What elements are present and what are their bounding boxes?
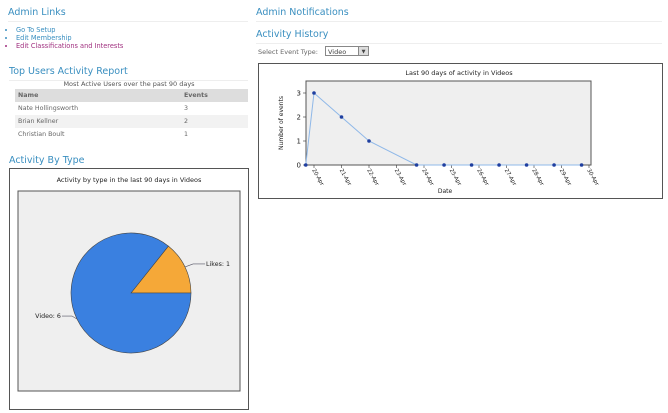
link-go-to-setup[interactable]: Go To Setup [16,26,123,34]
line-chart-title: Last 90 days of activity in Videos [405,69,513,77]
cell-name: Christian Boult [18,131,65,138]
x-tick-label: 22-Apr [365,168,380,188]
top-users-subtitle: Most Active Users over the past 90 days [63,80,195,88]
admin-notifications-heading: Admin Notifications [256,7,662,22]
pie-slice-likes [130,245,192,294]
data-point [524,163,529,167]
y-tick-label: 2 [297,114,301,122]
y-tick-label: 1 [297,138,301,146]
data-point [414,163,419,167]
select-event-type-label: Select Event Type: [258,48,318,56]
activity-history-heading: Activity History [256,29,662,44]
event-type-value: Video [328,48,347,56]
pie-chart: Activity by type in the last 90 days in … [17,176,241,392]
chevron-down-icon: ▼ [358,47,368,55]
x-tick-label: 28-Apr [530,168,545,188]
cell-events: 3 [184,105,189,112]
y-axis-label: Number of events [278,96,285,150]
data-point [303,163,308,167]
data-point [469,163,474,167]
x-tick-label: 24-Apr [420,168,435,188]
y-tick-label: 3 [297,90,301,98]
pie-leader-line [184,263,206,268]
x-tick-label: 25-Apr [448,168,463,188]
line-plot-area [305,80,592,166]
pie-chart-title: Activity by type in the last 90 days in … [57,176,202,184]
data-point [442,163,446,167]
x-tick-label: 21-Apr [338,168,353,188]
event-type-select[interactable]: Video ▼ [325,46,369,56]
x-tick-label: 30-Apr [585,168,600,188]
pie-chart-panel: Activity by type in the last 90 days in … [9,168,249,410]
pie-leader-line [61,315,78,320]
x-tick-label: 20-Apr [310,168,325,188]
data-point [339,115,344,119]
cell-name: Brian Kellner [15,115,181,128]
x-tick-label: 26-Apr [475,168,490,188]
cell-events: 2 [181,115,248,128]
data-point [552,163,556,167]
x-tick-label: 27-Apr [503,168,518,188]
data-point [579,163,584,167]
cell-name: Nate Hollingsworth [18,105,79,112]
line-chart-panel: Last 90 days of activity in Videos Numbe… [258,63,663,199]
cell-events: 1 [184,131,189,138]
data-point [367,139,371,143]
data-point [312,91,316,95]
table-row: Brian Kellner 2 [15,115,248,128]
table-row: Christian Boult 1 [15,128,248,141]
pie-label-video: Video: 6 [35,313,61,320]
line-chart: Last 90 days of activity in Videos Numbe… [278,69,600,195]
link-edit-membership[interactable]: Edit Membership [16,34,123,42]
table-row: Nate Hollingsworth 3 [15,102,248,115]
x-axis-label: Date [438,188,453,195]
column-header-name: Name [15,89,181,102]
admin-links-heading: Admin Links [8,7,248,22]
top-users-heading: Top Users Activity Report [9,66,248,81]
pie-label-likes: Likes: 1 [206,261,230,268]
x-tick-label: 29-Apr [558,168,573,188]
top-users-table: Name Events Nate Hollingsworth 3 Brian Kel… [15,89,248,141]
data-point [497,163,501,167]
admin-links-list: Go To Setup Edit Membership Edit Classif… [8,26,123,50]
column-header-events: Events [181,89,248,102]
y-tick-label: 0 [297,162,301,170]
link-edit-classifications[interactable]: Edit Classifications and Interests [16,42,123,50]
pie-slice-video [70,232,192,354]
activity-by-type-heading: Activity By Type [9,155,85,166]
x-tick-label: 23-Apr [393,168,408,188]
